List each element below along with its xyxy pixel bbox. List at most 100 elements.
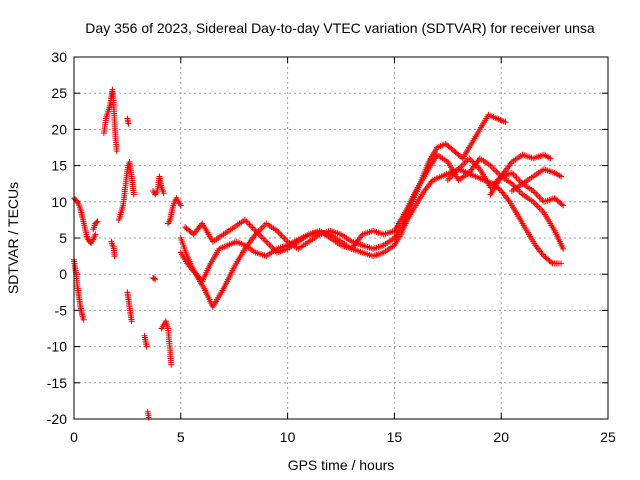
x-tick-label: 5 [177,429,185,445]
series-arc-p [177,111,509,310]
data-point [246,221,253,228]
data-points [71,86,567,421]
data-point [510,171,517,178]
x-tick-label: 10 [280,429,296,445]
series-arc-f [115,158,137,223]
data-point [534,192,541,199]
data-point [128,318,135,325]
series-arc-c [90,218,101,233]
x-axis-label: GPS time / hours [288,457,395,473]
y-tick-label: 0 [59,266,67,282]
series-arc-s [487,151,554,198]
series-arc-i [141,332,150,350]
series-arc-e [108,238,118,260]
data-point [152,276,159,283]
data-point [531,200,538,207]
data-point [502,119,509,126]
series-arc-t [508,166,565,194]
series-arc-d [100,86,120,155]
y-tick-label: 30 [51,49,67,65]
y-tick-label: 20 [51,121,67,137]
data-point [258,233,265,240]
data-point [558,201,565,208]
series-arc-h [124,289,135,325]
chart-title: Day 356 of 2023, Sidereal Day-to-day VTE… [85,20,595,36]
data-point [533,191,540,198]
data-point [249,224,256,231]
series-arc-o [177,166,565,285]
data-point [283,237,290,244]
plot-frame [73,56,609,420]
data-point [266,241,273,248]
data-point [261,237,268,244]
data-point [467,156,474,163]
data-point [466,155,473,162]
data-point [518,190,525,197]
data-point [446,175,453,182]
data-point [125,120,132,127]
series-arc-b [71,256,87,323]
data-point [534,203,541,210]
data-point [92,231,99,238]
y-axis-label: SDTVAR / TECUs [5,182,21,294]
data-point [492,167,499,174]
data-point [536,205,543,212]
y-tick-label: -15 [47,375,67,391]
data-point [560,245,567,252]
data-point [513,174,520,181]
series-arc-l [150,173,167,198]
series-arc-r [444,155,567,209]
data-point [93,219,100,226]
data-point [109,242,116,249]
series-arc-q [182,151,567,256]
data-point [531,189,538,196]
data-point [558,173,565,180]
series-arc-j [144,408,152,421]
data-point [143,343,150,350]
y-tick-label: -5 [55,302,68,318]
data-point [83,233,90,240]
data-point [275,229,282,236]
data-point [490,165,497,172]
data-point [160,190,167,197]
series-arc-m [158,318,175,368]
data-point [74,198,81,205]
data-point [84,235,91,241]
series-arc-n [164,195,184,227]
data-point [460,161,467,168]
data-point [260,235,267,242]
data-point [94,218,101,225]
series-arc-a [71,195,99,247]
data-point [258,225,265,232]
y-tick-label: 10 [51,194,67,210]
data-point [281,235,288,242]
data-point [547,155,554,162]
data-point [558,260,565,267]
y-tick-label: 15 [51,158,67,174]
series-arc-g [124,115,132,127]
y-tick-label: -10 [47,339,67,355]
data-point [496,186,503,193]
data-point [514,176,521,183]
data-point [130,191,137,198]
data-point [168,361,175,368]
data-point [280,233,287,240]
grid-layer [74,57,608,419]
data-point [151,275,158,282]
data-point [80,316,87,323]
y-tick-label: 5 [59,230,67,246]
tick-layer: 0 5 10 15 20 25 -20 -15 -10 -5 0 5 10 15 20 25 30 [47,49,616,445]
data-point [145,414,152,421]
data-point [243,218,250,225]
data-point [113,148,120,155]
data-point [458,163,465,170]
data-point [263,238,270,245]
data-point [537,206,544,213]
data-point [111,253,118,260]
data-point [444,177,451,184]
x-tick-label: 15 [387,429,403,445]
data-point [548,259,555,266]
x-tick-label: 20 [493,429,509,445]
y-tick-label: 25 [51,85,67,101]
